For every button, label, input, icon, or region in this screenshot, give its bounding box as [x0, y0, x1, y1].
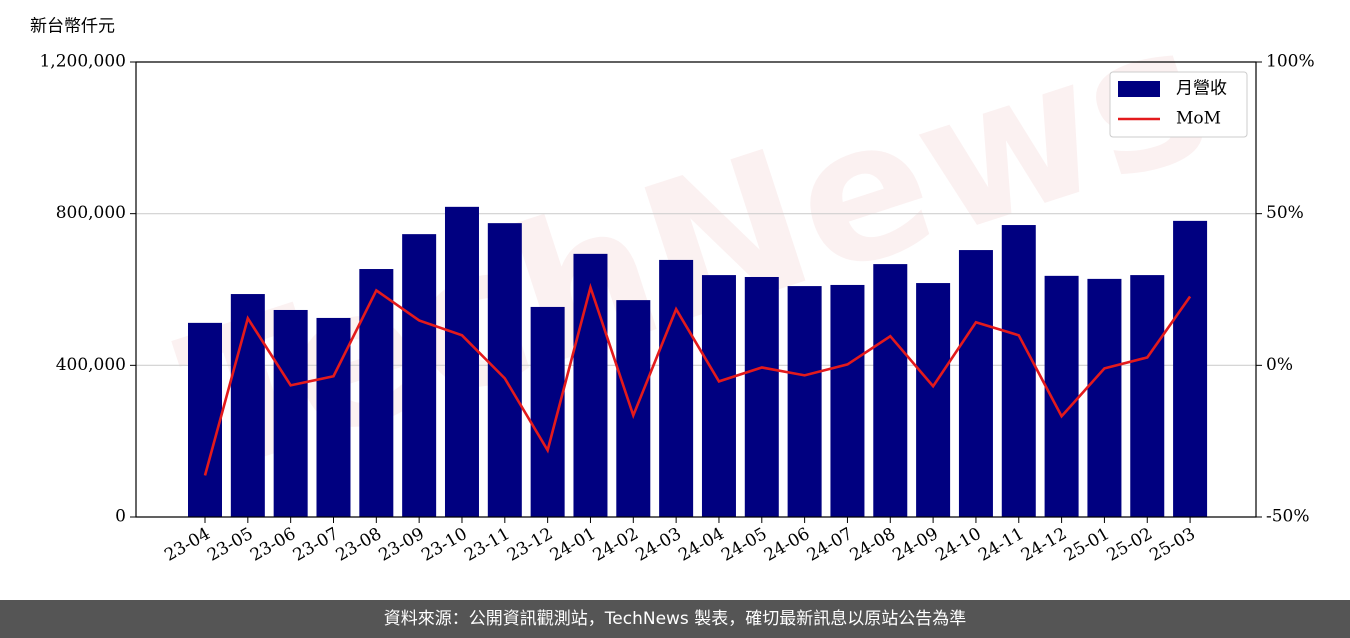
bar — [830, 284, 865, 517]
x-tick-label: 23-09 — [375, 524, 427, 566]
bar — [402, 234, 437, 517]
x-tick-label: 24-07 — [804, 524, 856, 566]
x-tick-label: 24-02 — [590, 524, 642, 566]
bar — [787, 286, 822, 517]
y-tick-label: 800,000 — [56, 203, 126, 223]
bar — [873, 264, 908, 517]
plot-frame — [135, 61, 1257, 518]
bar — [958, 250, 993, 518]
bar — [1173, 220, 1208, 517]
bar — [273, 309, 308, 517]
y-tick-label: 400,000 — [56, 355, 126, 375]
bar — [1130, 275, 1165, 517]
x-tick-label: 24-06 — [761, 524, 813, 566]
line — [203, 282, 1192, 476]
bar — [701, 275, 736, 517]
x-tick-label: 24-05 — [718, 524, 770, 566]
x-tick-label: 24-09 — [889, 524, 941, 566]
x-tick-label: 24-10 — [932, 524, 984, 566]
x-tick-label: 23-10 — [418, 524, 470, 566]
bar — [359, 269, 394, 517]
x-tick-label: 23-07 — [290, 524, 342, 566]
x-tick-label: 23-05 — [204, 524, 256, 566]
y-tick-label: 0 — [115, 507, 126, 527]
y2-tick-label: 0% — [1266, 355, 1293, 375]
x-tick-label: 24-11 — [975, 524, 1027, 566]
y2-tick-label: 50% — [1266, 203, 1304, 223]
y-tick-label: 1,200,000 — [39, 52, 126, 72]
chart: 新台幣仟元 TechNews 0400,000800,0001,200,000-… — [30, 0, 1315, 566]
x-tick-label: 23-11 — [461, 524, 513, 566]
y2-tick-label: 100% — [1266, 52, 1315, 72]
bar — [744, 276, 779, 517]
bar — [444, 206, 479, 517]
y-axis-label: 新台幣仟元 — [30, 17, 115, 37]
x-tick-label: 24-08 — [847, 524, 899, 566]
x-tick-label: 24-01 — [547, 524, 599, 566]
bar — [230, 294, 265, 517]
x-tick-label: 24-03 — [632, 524, 684, 566]
footer: 資料來源：公開資訊觀測站，TechNews 製表，確切最新訊息以原站公告為準 — [0, 600, 1350, 638]
bar — [1087, 278, 1122, 517]
x-tick-label: 25-03 — [1146, 524, 1198, 566]
bar — [487, 223, 522, 518]
x-tick-label: 23-08 — [333, 524, 385, 566]
bar — [188, 322, 222, 517]
bar — [573, 253, 608, 517]
x-tick-label: 23-12 — [504, 524, 556, 566]
x-tick-label: 25-02 — [1104, 524, 1156, 566]
bar — [316, 317, 351, 517]
x-tick-label: 24-12 — [1018, 524, 1070, 566]
bar — [1001, 225, 1036, 517]
legend-swatch — [1118, 81, 1160, 97]
x-tick-label: 23-06 — [247, 524, 299, 566]
x-tick-label: 24-04 — [675, 524, 727, 566]
y2-tick-label: -50% — [1266, 507, 1310, 527]
bar — [916, 283, 951, 517]
bar — [616, 300, 651, 517]
x-tick-label: 23-04 — [161, 524, 213, 566]
legend-label: 月營收 — [1176, 79, 1227, 99]
bar — [659, 259, 694, 517]
bar — [530, 306, 565, 517]
legend-label: MoM — [1176, 109, 1221, 129]
x-tick-label: 25-01 — [1061, 524, 1113, 566]
